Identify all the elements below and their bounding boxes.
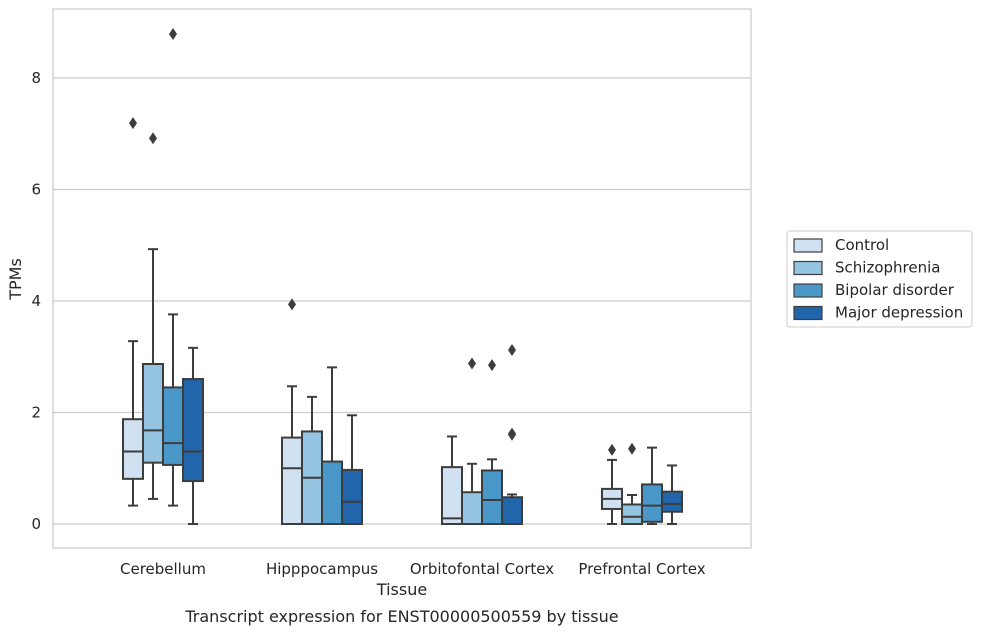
box [461, 491, 483, 526]
legend: Control Schizophrenia Bipolar disorder Majo… [786, 230, 973, 328]
x-tick-label: Orbitofontal Cortex [410, 560, 554, 578]
box [142, 362, 164, 464]
legend-label: Bipolar disorder [835, 281, 955, 299]
y-tick-label: 8 [31, 69, 41, 87]
legend-swatch [793, 238, 823, 253]
legend-frame [786, 230, 973, 328]
box [182, 378, 204, 483]
outlier-marker [468, 357, 476, 370]
box [281, 436, 303, 525]
x-tick-label: Hipppocampus [266, 560, 378, 578]
legend-label: Major depression [835, 304, 963, 322]
box [661, 490, 683, 513]
y-tick-labels: 0 2 4 6 8 [31, 69, 41, 533]
legend-swatch [793, 283, 823, 298]
outlier-marker [129, 117, 137, 130]
legend-swatch [793, 305, 823, 321]
outlier-marker [508, 344, 516, 357]
outlier-marker [508, 427, 516, 440]
box [501, 496, 523, 525]
y-tick-label: 4 [31, 292, 41, 310]
x-tick-labels: Cerebellum Hipppocampus Orbitofontal Corte… [120, 560, 706, 578]
y-tick-label: 6 [31, 181, 41, 199]
chart-caption: Transcript expression for ENST0000050055… [184, 607, 618, 626]
plot-area [52, 8, 752, 549]
outlier-marker [608, 443, 616, 456]
x-tick-label: Prefrontal Cortex [578, 560, 705, 578]
legend-swatch [793, 260, 823, 276]
x-axis-label: Tissue [376, 580, 427, 599]
legend-label: Control [835, 236, 889, 254]
outlier-marker [169, 27, 177, 40]
legend-label: Schizophrenia [835, 259, 940, 277]
box [621, 503, 643, 525]
box [162, 386, 184, 466]
x-tick-label: Cerebellum [120, 560, 206, 578]
box-series [122, 27, 683, 526]
box [481, 469, 503, 526]
box [341, 468, 363, 525]
box [641, 483, 663, 523]
outlier-marker [149, 132, 157, 145]
outlier-marker [628, 442, 636, 455]
box [441, 466, 463, 526]
y-tick-label: 0 [31, 515, 41, 533]
outlier-marker [488, 359, 496, 372]
y-axis-label: TPMs [6, 258, 25, 301]
box [122, 418, 144, 480]
outlier-marker [288, 298, 296, 311]
box [321, 460, 343, 525]
y-tick-label: 2 [31, 404, 41, 422]
